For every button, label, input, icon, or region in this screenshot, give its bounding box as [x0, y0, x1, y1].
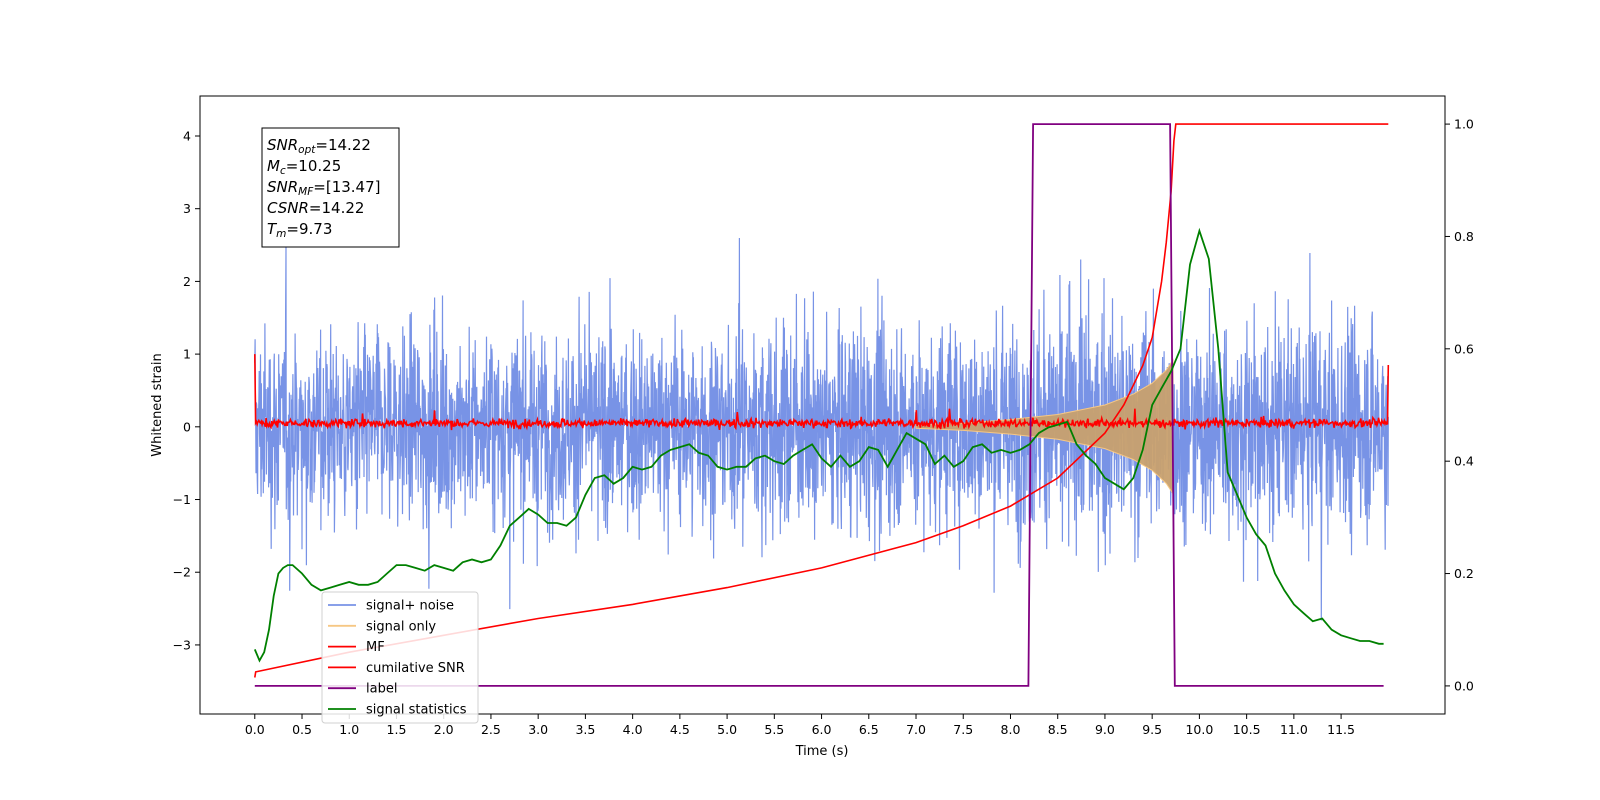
- y2-tick-label: 0.2: [1454, 566, 1474, 581]
- x-tick-label: 6.0: [812, 722, 832, 737]
- x-tick-label: 1.5: [387, 722, 407, 737]
- x-tick-label: 9.5: [1142, 722, 1162, 737]
- annotation-line: Tm=9.73: [267, 220, 332, 240]
- x-tick-label: 2.5: [481, 722, 501, 737]
- y-tick-label: 2: [183, 274, 191, 289]
- y2-tick-label: 0.6: [1454, 341, 1474, 356]
- x-tick-label: 7.0: [906, 722, 926, 737]
- legend-label: signal only: [366, 619, 436, 634]
- x-tick-label: 0.5: [292, 722, 312, 737]
- series-label: [254, 123, 1384, 687]
- y-tick-label: 3: [183, 201, 191, 216]
- plot-content: [253, 123, 1390, 687]
- legend-label: MF: [366, 640, 385, 655]
- x-tick-label: 5.0: [717, 722, 737, 737]
- y-tick-label: 1: [183, 347, 191, 362]
- x-tick-label: 4.0: [623, 722, 643, 737]
- legend-label: cumilative SNR: [366, 661, 465, 676]
- plot-frame: [199, 95, 1446, 715]
- x-tick-label: 3.5: [575, 722, 595, 737]
- y-tick-label: −3: [173, 637, 191, 652]
- legend-label: label: [366, 682, 397, 697]
- x-tick-label: 10.5: [1233, 722, 1261, 737]
- legend-frame: [321, 591, 479, 724]
- annotation-line: Mc=10.25: [267, 157, 341, 177]
- x-tick-label: 4.5: [670, 722, 690, 737]
- legend-label: signal statistics: [366, 703, 467, 718]
- y2-tick-label: 0.4: [1454, 454, 1474, 469]
- y-tick-label: −1: [173, 492, 191, 507]
- series-signal-statistics: [253, 227, 1384, 663]
- x-tick-label: 0.0: [245, 722, 265, 737]
- legend-label: signal+ noise: [366, 599, 454, 614]
- x-tick-label: 2.0: [434, 722, 454, 737]
- x-tick-label: 5.5: [764, 722, 784, 737]
- x-tick-label: 11.0: [1280, 722, 1308, 737]
- x-tick-label: 3.0: [528, 722, 548, 737]
- annotation-frame: [261, 127, 400, 248]
- x-tick-label: 8.0: [1001, 722, 1021, 737]
- x-tick-label: 11.5: [1327, 722, 1355, 737]
- x-tick-label: 7.5: [953, 722, 973, 737]
- y2-tick-label: 0.8: [1454, 229, 1474, 244]
- legend: signal+ noise signal only MF cumilative SNR…: [321, 591, 479, 724]
- y-tick-label: 0: [183, 419, 191, 434]
- series-mf: [254, 354, 1390, 431]
- x-axis-label: Time (s): [795, 744, 849, 759]
- annotation-box: SNRopt=14.22Mc=10.25SNRMF=[13.47]CSNR=14…: [261, 127, 400, 248]
- x-tick-label: 6.5: [859, 722, 879, 737]
- x-tick-label: 9.0: [1095, 722, 1115, 737]
- x-tick-label: 10.0: [1185, 722, 1213, 737]
- annotation-line: SNRMF=[13.47]: [267, 178, 381, 198]
- series-signal-noise: [254, 237, 1389, 621]
- annotation-line: SNRopt=14.22: [267, 136, 371, 156]
- y2-tick-label: 1.0: [1454, 117, 1474, 132]
- y2-tick-label: 0.0: [1454, 678, 1474, 693]
- y-axis-left: −3 −2 −1 0 1 2 3 4: [173, 128, 200, 652]
- y-axis-label: Whitened strain: [150, 353, 165, 456]
- x-tick-label: 8.5: [1048, 722, 1068, 737]
- x-axis: 0.0 0.5 1.0 1.5 2.0 2.5 3.0 3.5 4.0 4.5 5.0 5.5 6.0 6…: [245, 714, 1355, 737]
- annotation-line: CSNR=14.22: [267, 199, 364, 217]
- x-tick-label: 1.0: [339, 722, 359, 737]
- y-axis-right: 0.0 0.2 0.4 0.6 0.8 1.0: [1445, 117, 1474, 693]
- y-tick-label: 4: [183, 128, 191, 143]
- series-cumulative-snr: [254, 123, 1389, 678]
- y-tick-label: −2: [173, 565, 191, 580]
